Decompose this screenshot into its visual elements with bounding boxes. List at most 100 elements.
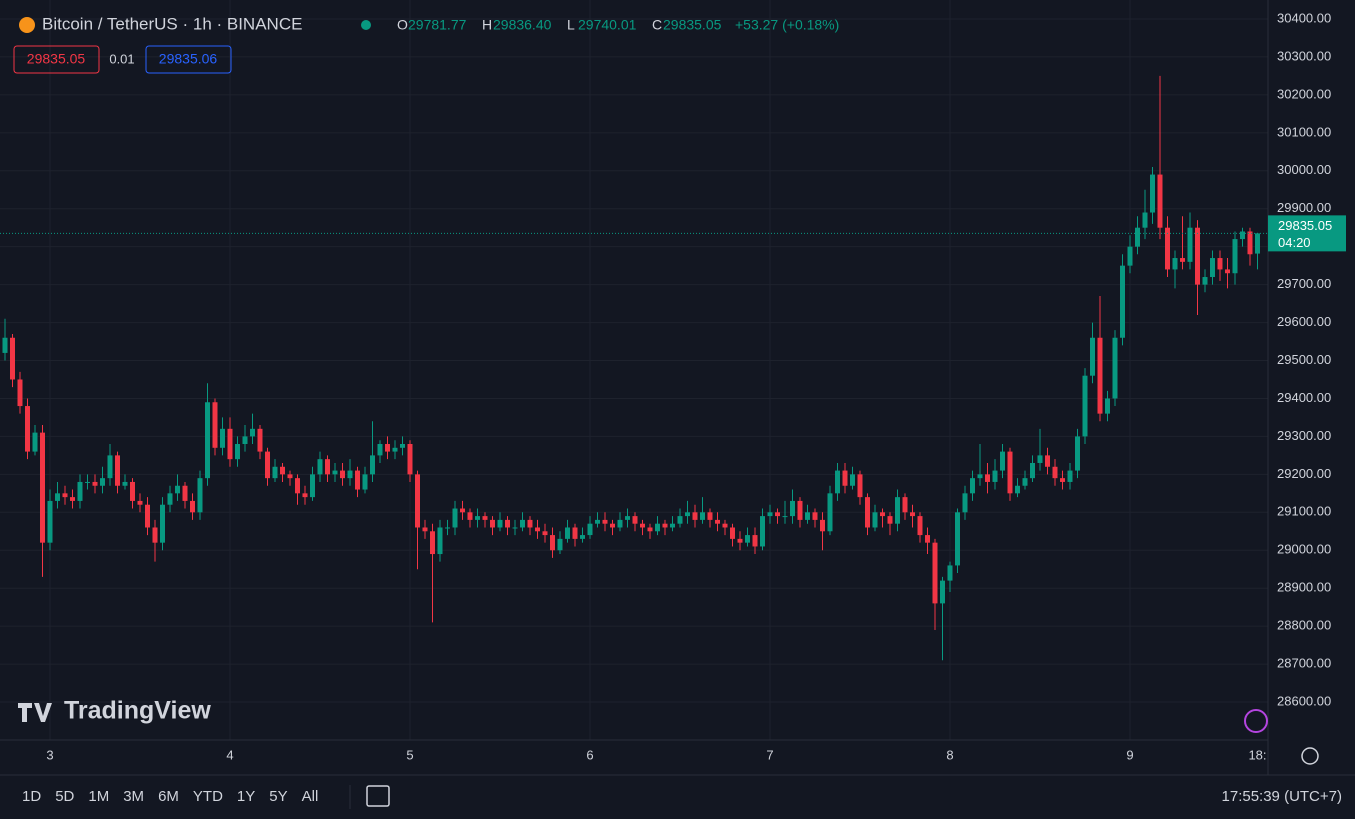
range-button[interactable]: 6M — [158, 788, 179, 805]
y-tick-label: 30100.00 — [1277, 124, 1331, 139]
candle-body — [1127, 246, 1133, 266]
x-tick-label: 9 — [1126, 747, 1133, 762]
candle-body — [107, 455, 113, 479]
y-tick-label: 29700.00 — [1277, 276, 1331, 291]
candle-body — [632, 516, 638, 524]
candle-body — [1015, 485, 1020, 494]
x-tick-label: 6 — [586, 747, 593, 762]
candle-body — [385, 444, 390, 452]
candle-body — [752, 535, 758, 547]
candle-body — [797, 500, 803, 520]
range-button[interactable]: YTD — [193, 788, 223, 805]
candle-body — [910, 512, 915, 517]
candle-body — [1202, 277, 1208, 285]
candle-body — [1007, 451, 1013, 494]
candle-body — [437, 527, 443, 555]
candle-body — [70, 497, 75, 501]
date-range-icon[interactable] — [366, 785, 390, 807]
candle-body — [482, 516, 488, 520]
candle-body — [715, 519, 720, 524]
candle-body — [1067, 470, 1073, 482]
range-button[interactable]: 5Y — [269, 788, 287, 805]
candle-body — [85, 481, 90, 483]
candle-body — [1240, 231, 1245, 240]
candle-body — [377, 444, 383, 456]
candle-body — [745, 535, 750, 543]
ohlc-value: 29740.01 — [578, 17, 637, 33]
candle-body — [325, 459, 330, 475]
y-tick-label: 29900.00 — [1277, 200, 1331, 215]
candle-body — [700, 512, 705, 520]
candle-body — [760, 516, 765, 547]
candle-body — [1045, 455, 1050, 467]
y-tick-label: 29200.00 — [1277, 466, 1331, 481]
candle-body — [272, 466, 278, 479]
watermark: TradingView — [64, 697, 211, 725]
candle-body — [430, 531, 435, 555]
candle-body — [115, 455, 120, 486]
candle-body — [685, 512, 690, 517]
candle-body — [587, 523, 593, 536]
candle-body — [1097, 337, 1103, 414]
candle-body — [617, 519, 623, 528]
candle-body — [1037, 455, 1043, 463]
candle-body — [827, 493, 833, 532]
range-button[interactable]: All — [302, 788, 319, 805]
candle-body — [737, 538, 743, 543]
candle-body — [505, 519, 510, 528]
range-button[interactable]: 1D — [22, 788, 41, 805]
candle-body — [355, 470, 360, 490]
candle-body — [1157, 174, 1163, 228]
candle-body — [1030, 462, 1035, 479]
ohlc-value: 29836.40 — [493, 17, 552, 33]
candle-body — [1060, 478, 1065, 482]
settings-icon[interactable] — [1301, 747, 1319, 765]
y-tick-label: 30300.00 — [1277, 48, 1331, 63]
candle-body — [527, 519, 533, 528]
y-tick-label: 29400.00 — [1277, 390, 1331, 405]
range-button[interactable]: 1Y — [237, 788, 255, 805]
candle-body — [940, 580, 945, 604]
candle-body — [572, 527, 578, 539]
range-button[interactable]: 5D — [55, 788, 74, 805]
candle-body — [580, 535, 585, 539]
candle-body — [392, 447, 398, 452]
y-tick-label: 29600.00 — [1277, 314, 1331, 329]
candle-body — [1150, 174, 1155, 213]
candle-body — [467, 512, 473, 520]
spread: 0.01 — [109, 51, 134, 66]
candle-body — [925, 535, 930, 543]
candle-body — [805, 512, 810, 520]
candle-body — [1232, 239, 1238, 274]
candle-body — [1142, 212, 1148, 228]
candle-body — [977, 474, 983, 479]
candle-body — [362, 474, 368, 490]
candle-body — [302, 493, 308, 498]
ask: 29835.06 — [159, 51, 218, 67]
candle-body — [992, 470, 998, 482]
candle-body — [475, 516, 480, 520]
y-tick-label: 30200.00 — [1277, 86, 1331, 101]
range-button[interactable]: 3M — [123, 788, 144, 805]
ohlc-value: 29835.05 — [663, 17, 722, 33]
candle-body — [310, 474, 315, 498]
candle-body — [1247, 231, 1253, 255]
candle-body — [400, 444, 405, 448]
candle-body — [317, 459, 323, 475]
candle-body — [1000, 451, 1005, 471]
candle-body — [640, 523, 645, 528]
range-button[interactable]: 1M — [88, 788, 109, 805]
candle-body — [227, 428, 233, 460]
x-tick-label: 3 — [46, 747, 53, 762]
x-tick-label: 8 — [946, 747, 953, 762]
candle-body — [92, 481, 98, 486]
candle-body — [655, 523, 660, 532]
candle-body — [692, 512, 698, 520]
candle-body — [160, 504, 165, 543]
candle-body — [1052, 466, 1058, 479]
candle-body — [542, 531, 548, 536]
candle-body — [47, 500, 53, 543]
candle-body — [835, 470, 840, 494]
candle-body — [280, 466, 285, 475]
